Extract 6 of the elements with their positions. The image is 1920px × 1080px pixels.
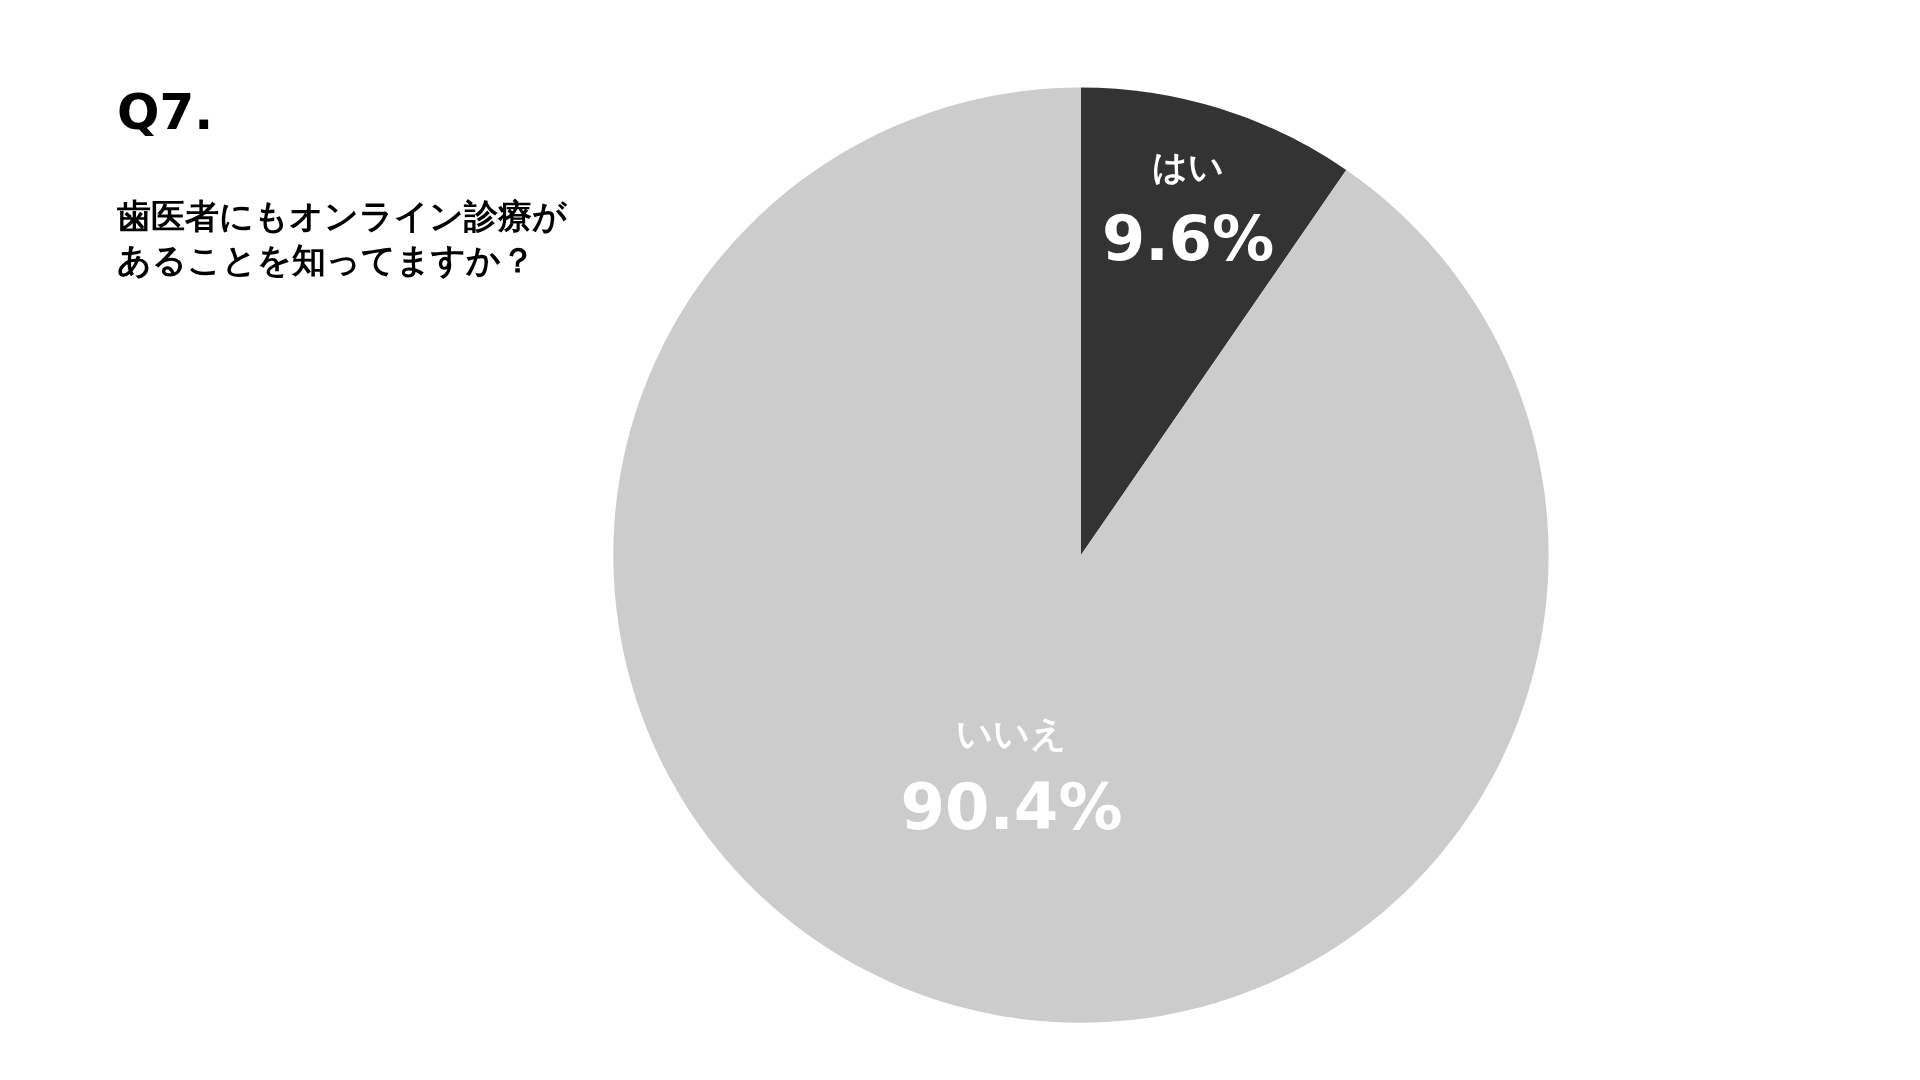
slice-label: はい [1152, 147, 1225, 188]
pie-slice [1080, 87, 1347, 556]
text: 歯医者にもオンライン診療があることを知ってますか？ [117, 196, 568, 281]
text: Q7. [117, 83, 214, 141]
pie-slice [613, 87, 1548, 1023]
data-label: 9.6% [1101, 201, 1275, 275]
